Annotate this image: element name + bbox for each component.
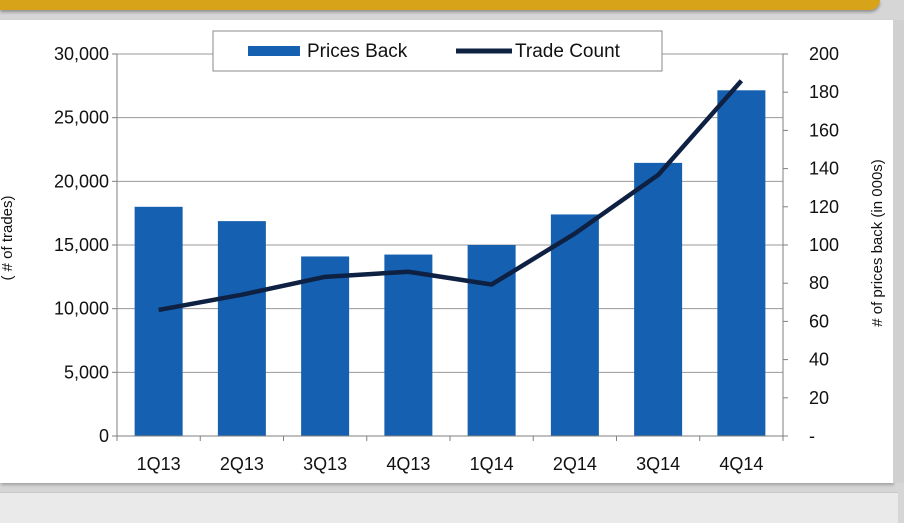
x-tick-label: 1Q13 — [137, 454, 181, 474]
chart: 0 5,000 10,000 15,000 20,000 25,000 30,000 - 20… — [0, 30, 886, 474]
x-tick-label: 2Q14 — [553, 454, 597, 474]
header-banner — [0, 0, 880, 10]
left-tick-label: 20,000 — [54, 171, 109, 191]
x-tick-label: 4Q13 — [386, 454, 430, 474]
left-tick-label: 15,000 — [54, 235, 109, 255]
right-axis-ticks: - 20 40 60 80 100 120 140 160 180 200 — [783, 44, 839, 446]
right-tick-label: 160 — [809, 120, 839, 140]
bar-2q14 — [550, 214, 599, 436]
right-tick-label: 20 — [809, 388, 829, 408]
gridlines — [117, 53, 783, 373]
right-tick-label: 60 — [809, 311, 829, 331]
x-tick-label: 2Q13 — [220, 454, 264, 474]
left-tick-label: 25,000 — [54, 108, 109, 128]
right-tick-label: 140 — [809, 159, 839, 179]
trade-count-line — [158, 79, 744, 313]
bar-3q14 — [634, 162, 683, 436]
x-tick-label: 4Q14 — [719, 454, 763, 474]
bar-1q13 — [134, 206, 183, 436]
x-tick-label: 3Q13 — [303, 454, 347, 474]
bar-3q13 — [301, 256, 350, 436]
right-tick-label: - — [809, 426, 815, 446]
line-series — [158, 79, 744, 313]
legend: Prices Back Trade Count — [212, 30, 663, 72]
right-tick-label: 80 — [809, 273, 829, 293]
bar-4q13 — [384, 254, 433, 436]
x-tick-label: 3Q14 — [636, 454, 680, 474]
panel-edge — [893, 20, 904, 483]
right-tick-label: 40 — [809, 350, 829, 370]
left-axis-label: ( # of trades) — [0, 195, 16, 280]
legend-swatch-prices-back — [248, 46, 300, 56]
bar-4q14 — [717, 90, 766, 436]
right-tick-label: 200 — [809, 44, 839, 64]
right-tick-label: 100 — [809, 235, 839, 255]
left-tick-label: 0 — [99, 426, 109, 446]
left-tick-label: 10,000 — [54, 299, 109, 319]
legend-label-trade-count: Trade Count — [515, 41, 621, 62]
x-tick-label: 1Q14 — [470, 454, 514, 474]
right-tick-label: 120 — [809, 197, 839, 217]
bar-2q13 — [217, 221, 266, 436]
x-axis-ticks: 1Q13 2Q13 3Q13 4Q13 1Q14 2Q14 3Q14 4Q14 — [116, 436, 784, 474]
left-axis-ticks: 0 5,000 10,000 15,000 20,000 25,000 30,000 — [54, 44, 117, 446]
bar-series — [134, 90, 766, 436]
right-tick-label: 180 — [809, 82, 839, 102]
left-tick-label: 5,000 — [64, 362, 109, 382]
legend-label-prices-back: Prices Back — [307, 41, 408, 62]
left-tick-label: 30,000 — [54, 44, 109, 64]
right-axis-label: # of prices back (in 000s) — [869, 159, 886, 327]
